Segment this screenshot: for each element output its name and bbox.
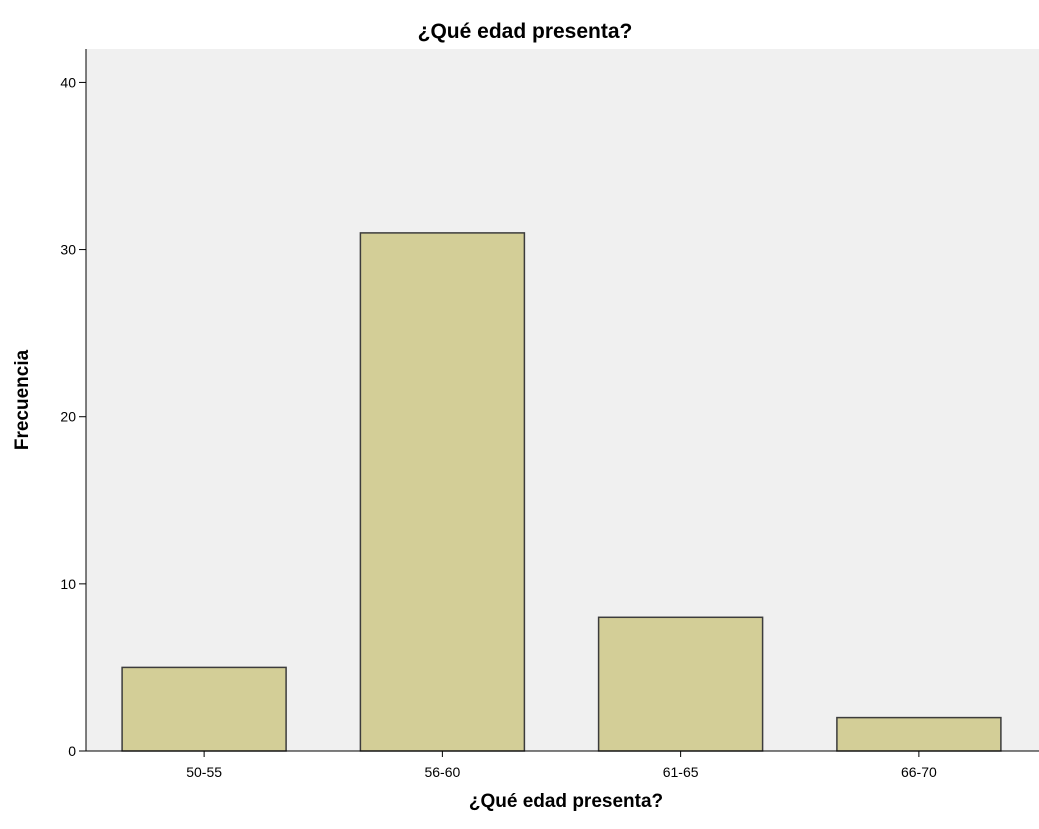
x-tick-label: 66-70: [901, 764, 937, 780]
bar-56-60: [359, 232, 526, 752]
chart-title: ¿Qué edad presenta?: [418, 20, 633, 43]
y-axis-title: Frecuencia: [12, 349, 33, 450]
y-tick-label: 20: [60, 409, 76, 425]
axes-layer: [85, 49, 1039, 752]
y-tick-label: 30: [60, 242, 76, 258]
bar-50-55: [121, 666, 287, 752]
bar-66-70: [836, 716, 1002, 752]
bars-layer: [121, 232, 1002, 752]
ticks-layer: 50-55 56-60 61-65 66-70 0 10 20 30 40: [60, 74, 937, 780]
bar-61-65: [597, 616, 764, 752]
x-tick-label: 56-60: [424, 764, 460, 780]
x-tick-label: 61-65: [663, 764, 699, 780]
x-axis-title: ¿Qué edad presenta?: [469, 791, 663, 812]
y-tick-label: 10: [60, 576, 76, 592]
x-tick-label: 50-55: [186, 764, 222, 780]
y-tick-label: 0: [68, 743, 76, 759]
y-tick-label: 40: [60, 74, 76, 90]
plot-area: [86, 49, 1039, 751]
